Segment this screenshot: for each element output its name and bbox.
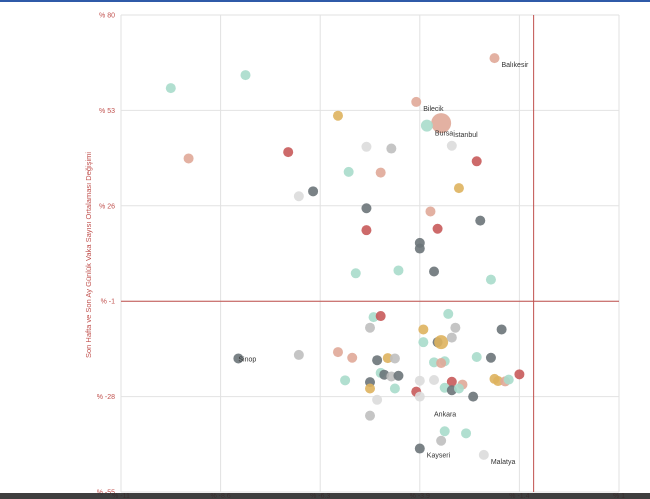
data-point[interactable] [165,83,176,94]
point-bursa[interactable] [420,119,433,132]
data-point[interactable] [450,322,461,333]
data-point[interactable] [375,311,386,322]
data-point[interactable] [475,215,486,226]
data-point[interactable] [514,369,525,380]
point-label: Bilecik [423,106,444,113]
data-point[interactable] [496,324,507,335]
data-point[interactable] [293,191,304,202]
points [165,53,525,460]
data-point[interactable] [453,383,464,394]
data-point[interactable] [468,391,479,402]
data-point[interactable] [471,352,482,363]
data-point[interactable] [446,376,457,387]
data-point[interactable] [361,203,372,214]
data-point[interactable] [425,206,436,217]
data-point[interactable] [446,332,457,343]
data-point[interactable] [439,426,450,437]
point-malatya[interactable] [478,449,489,460]
y-tick-label: % 80 [99,13,115,20]
data-point[interactable] [372,355,383,366]
data-point[interactable] [436,435,447,446]
data-point[interactable] [429,266,440,277]
data-point[interactable] [350,268,361,279]
data-point[interactable] [461,428,472,439]
data-point[interactable] [347,352,358,363]
point-label: Ankara [434,412,456,419]
data-point[interactable] [372,394,383,405]
point-balıkesir[interactable] [489,53,500,64]
data-point[interactable] [365,410,375,421]
data-point[interactable] [503,374,514,385]
data-point[interactable] [418,337,429,348]
window-top-bar [0,0,650,2]
data-point[interactable] [446,140,457,151]
data-point[interactable] [434,335,449,350]
data-point[interactable] [485,274,496,285]
data-point[interactable] [389,353,400,364]
point-label: Kayseri [427,453,451,460]
point-label: İstanbul [453,130,478,139]
point-label: Balıkesir [502,62,530,69]
y-tick-label: % 53 [99,108,115,115]
data-point[interactable] [240,70,251,81]
data-point[interactable] [485,352,496,363]
data-point[interactable] [493,376,504,387]
y-axis-label: Son Hafta ve Son Ay Günlük Vaka Sayısı O… [84,152,93,358]
data-point[interactable] [233,353,244,364]
reference-lines [121,15,619,492]
data-point[interactable] [443,308,454,319]
data-point[interactable] [308,186,319,197]
data-point[interactable] [332,110,343,121]
point-bilecik[interactable] [411,96,422,107]
point-i̇stanbul[interactable] [431,113,452,134]
y-tick-label: % -1 [101,299,116,306]
data-point[interactable] [293,349,304,360]
data-point[interactable] [375,167,386,178]
data-point[interactable] [183,153,194,164]
y-tick-label: % -28 [97,394,115,401]
data-point[interactable] [414,243,425,254]
point-label: Bursa [435,131,453,138]
data-point[interactable] [365,322,375,333]
point-kayseri[interactable] [414,443,425,454]
data-point[interactable] [386,143,397,154]
data-point[interactable] [332,347,343,358]
data-point[interactable] [382,353,393,364]
data-point[interactable] [418,324,429,335]
data-point[interactable] [414,391,425,402]
y-tick-label: % 26 [99,203,115,210]
data-point[interactable] [453,183,464,194]
data-point[interactable] [340,375,351,386]
point-label: Malatya [491,459,516,466]
data-point[interactable] [343,166,354,177]
data-point[interactable] [283,147,294,158]
data-point[interactable] [361,225,372,236]
data-point[interactable] [432,223,443,234]
y-tick-labels: % 80% 53% 26% -1% -28% -55 [97,13,115,497]
data-point[interactable] [361,141,372,152]
data-point[interactable] [389,383,400,394]
data-point[interactable] [393,370,404,381]
data-point[interactable] [429,374,440,385]
data-point[interactable] [471,156,482,167]
data-point[interactable] [393,265,404,276]
data-point[interactable] [365,383,375,394]
data-point[interactable] [436,358,447,369]
data-point[interactable] [414,375,425,386]
point-label: Sinop [238,356,256,363]
window-bottom-bar [0,493,650,499]
